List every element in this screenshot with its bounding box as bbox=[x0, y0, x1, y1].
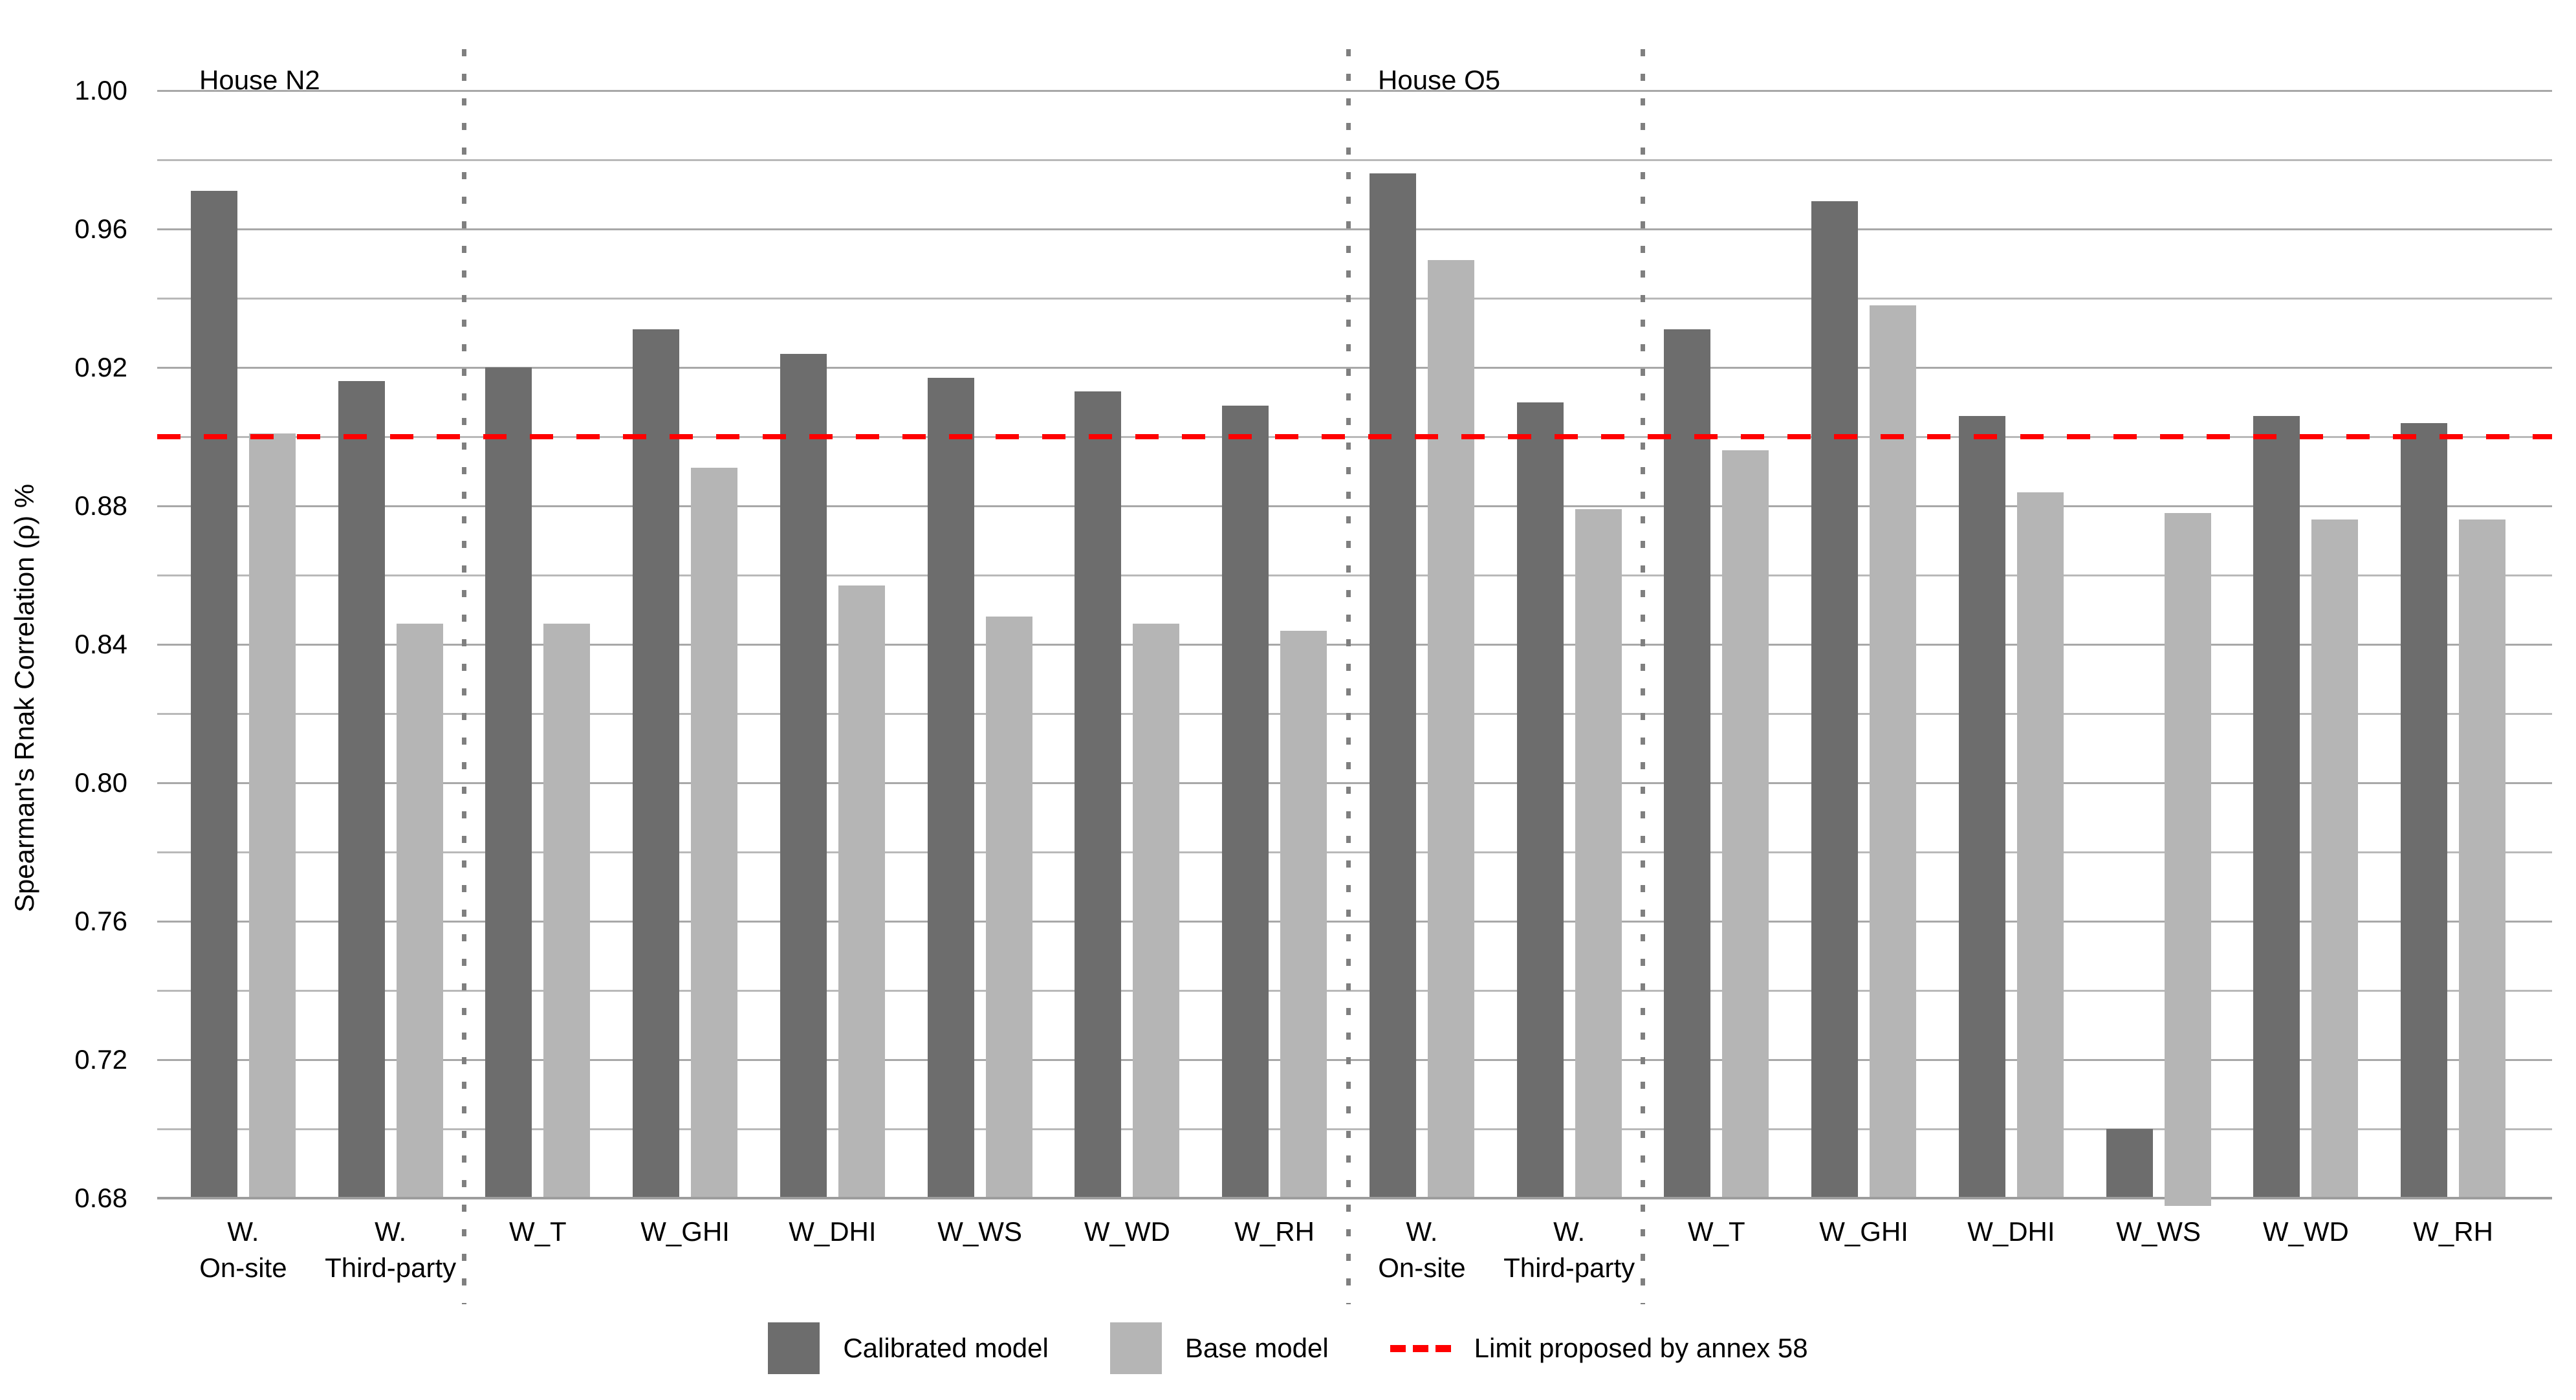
group-separator-line bbox=[462, 49, 466, 1304]
house-title-house-n2: House N2 bbox=[199, 65, 320, 95]
gridline bbox=[157, 712, 2552, 715]
bar-calibrated-house-o5-w_t bbox=[1664, 329, 1711, 1197]
gridline bbox=[157, 297, 2552, 300]
y-tick-label: 0.92 bbox=[74, 352, 127, 382]
bar-calibrated-house-n2-w_wd bbox=[1075, 391, 1122, 1197]
gridline bbox=[157, 366, 2552, 369]
bar-calibrated-house-n2-w_dhi bbox=[780, 353, 827, 1197]
gridline bbox=[157, 989, 2552, 992]
bar-base-house-o5-w_rh bbox=[2459, 520, 2506, 1197]
legend-label-calibrated-model: Calibrated model bbox=[843, 1333, 1049, 1363]
base-model-swatch-icon bbox=[1109, 1322, 1162, 1374]
y-tick-label: 0.96 bbox=[74, 213, 127, 244]
legend-label-limit: Limit proposed by annex 58 bbox=[1474, 1333, 1808, 1363]
x-category-label: Third-party bbox=[1503, 1252, 1635, 1283]
gridline bbox=[157, 1128, 2552, 1130]
x-category-label: W. bbox=[1406, 1216, 1438, 1247]
bar-calibrated-house-o5-w_wd bbox=[2253, 415, 2300, 1197]
x-category-label: W_WD bbox=[2262, 1216, 2349, 1247]
gridline bbox=[157, 159, 2552, 161]
bar-base-house-n2-w_rh bbox=[1280, 630, 1327, 1197]
y-tick-label: 0.80 bbox=[74, 767, 127, 798]
x-category-label: W_GHI bbox=[640, 1216, 730, 1247]
bar-base-house-n2-w_t bbox=[543, 623, 591, 1197]
x-category-label: On-site bbox=[1378, 1252, 1466, 1283]
x-category-label: W_WS bbox=[2116, 1216, 2201, 1247]
y-tick-label: 0.88 bbox=[74, 490, 127, 521]
x-category-label: W_GHI bbox=[1819, 1216, 1908, 1247]
y-tick-label: 1.00 bbox=[74, 75, 127, 105]
bar-calibrated-house-n2-w_ghi bbox=[633, 329, 680, 1197]
limit-reference-line bbox=[157, 434, 2552, 439]
bar-calibrated-house-o5-w_ws bbox=[2106, 1129, 2153, 1197]
bar-calibrated-house-n2-w_rh bbox=[1222, 405, 1269, 1197]
gridline bbox=[157, 228, 2552, 230]
bar-calibrated-house-n2-w-third-party bbox=[338, 381, 385, 1197]
group-separator-line bbox=[1346, 49, 1351, 1304]
x-category-label: W. bbox=[1553, 1216, 1586, 1247]
legend-item-calibrated-model: Calibrated model bbox=[768, 1322, 1049, 1374]
bar-base-house-n2-w_dhi bbox=[838, 585, 885, 1197]
gridline bbox=[157, 782, 2552, 784]
x-category-label: W_WD bbox=[1084, 1216, 1170, 1247]
bar-calibrated-house-n2-w-on-site bbox=[190, 191, 237, 1197]
house-title-house-o5: House O5 bbox=[1378, 65, 1501, 95]
x-category-label: W_RH bbox=[2413, 1216, 2493, 1247]
x-category-label: W_DHI bbox=[789, 1216, 877, 1247]
y-tick-label: 0.84 bbox=[74, 629, 127, 659]
bar-base-house-o5-w_ws bbox=[2164, 512, 2211, 1206]
x-category-label: W_T bbox=[1688, 1216, 1745, 1247]
bar-base-house-o5-w-third-party bbox=[1575, 509, 1622, 1197]
x-category-label: W_WS bbox=[937, 1216, 1022, 1247]
bar-base-house-n2-w_ws bbox=[985, 617, 1032, 1197]
gridline bbox=[157, 643, 2552, 646]
gridline bbox=[157, 89, 2552, 92]
group-separator-line bbox=[1641, 49, 1645, 1304]
legend-item-limit-line: Limit proposed by annex 58 bbox=[1390, 1333, 1808, 1364]
gridline bbox=[157, 1058, 2552, 1061]
calibrated-model-swatch-icon bbox=[768, 1322, 820, 1374]
gridline bbox=[157, 920, 2552, 923]
bar-base-house-n2-w-third-party bbox=[396, 623, 443, 1197]
bar-base-house-o5-w-on-site bbox=[1427, 260, 1474, 1197]
gridline bbox=[157, 851, 2552, 853]
gridline bbox=[157, 505, 2552, 507]
bar-calibrated-house-o5-w_dhi bbox=[1958, 415, 2005, 1197]
bar-base-house-n2-w_ghi bbox=[691, 468, 738, 1197]
y-tick-label: 0.68 bbox=[74, 1183, 127, 1213]
legend: Calibrated model Base model Limit propos… bbox=[0, 1317, 2576, 1379]
y-tick-label: 0.72 bbox=[74, 1044, 127, 1075]
bar-calibrated-house-o5-w-third-party bbox=[1516, 402, 1564, 1197]
bar-calibrated-house-n2-w_t bbox=[485, 367, 532, 1197]
gridline bbox=[157, 574, 2552, 576]
x-category-label: W. bbox=[227, 1216, 259, 1247]
bar-base-house-o5-w_ghi bbox=[1870, 305, 1917, 1197]
bar-calibrated-house-o5-w_ghi bbox=[1811, 201, 1859, 1197]
x-category-label: W_T bbox=[509, 1216, 567, 1247]
x-category-label: W_RH bbox=[1234, 1216, 1315, 1247]
legend-label-base-model: Base model bbox=[1184, 1333, 1329, 1363]
legend-item-base-model: Base model bbox=[1109, 1322, 1329, 1374]
bar-base-house-o5-w_t bbox=[1722, 450, 1769, 1197]
x-category-label: Third-party bbox=[325, 1252, 457, 1283]
bar-calibrated-house-o5-w-on-site bbox=[1369, 173, 1416, 1197]
bar-base-house-o5-w_dhi bbox=[2016, 492, 2064, 1197]
bar-calibrated-house-o5-w_rh bbox=[2401, 422, 2448, 1197]
x-category-label: W. bbox=[375, 1216, 407, 1247]
bar-base-house-n2-w-on-site bbox=[248, 433, 296, 1197]
bar-base-house-n2-w_wd bbox=[1133, 623, 1180, 1197]
x-category-label: W_DHI bbox=[1967, 1216, 2055, 1247]
x-axis-line bbox=[157, 1197, 2552, 1199]
red-dashed-line-icon bbox=[1390, 1344, 1451, 1352]
x-category-label: On-site bbox=[199, 1252, 287, 1283]
bar-base-house-o5-w_wd bbox=[2311, 520, 2359, 1197]
bar-calibrated-house-n2-w_ws bbox=[927, 378, 974, 1197]
y-tick-label: 0.76 bbox=[74, 906, 127, 936]
